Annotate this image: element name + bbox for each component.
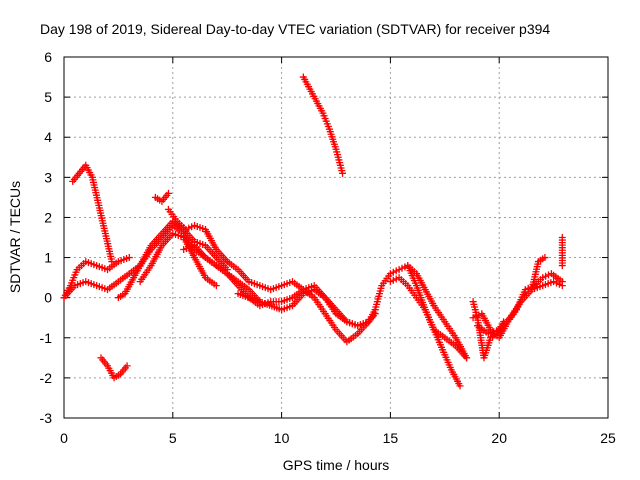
grid-lines [64,57,608,418]
series-arc-19 [528,254,549,294]
y-tick-label: -3 [40,410,53,426]
y-tick-label: 2 [44,209,52,225]
axis-ticks: 0 5 10 15 20 25 -3 -2 -1 0 1 2 3 4 5 6 [40,49,616,446]
chart-title: Day 198 of 2019, Sidereal Day-to-day VTE… [40,21,550,37]
x-tick-label: 5 [169,430,177,446]
x-tick-label: 25 [600,430,616,446]
x-tick-label: 15 [383,430,399,446]
data-point-marker [212,282,220,290]
series-arc-4 [97,354,131,382]
series-arc-8 [164,205,231,266]
y-tick-label: 0 [44,290,52,306]
series-arc-12 [299,73,347,177]
y-tick-label: -1 [40,330,53,346]
y-tick-label: 5 [44,89,52,105]
series-arc-20 [558,234,566,270]
series-arc-15 [404,262,471,362]
x-tick-label: 0 [60,430,68,446]
data-point-marker [463,354,471,362]
x-tick-label: 20 [491,430,507,446]
data-point-marker [164,189,172,197]
data-point-marker [108,258,116,266]
data-point-marker [456,382,464,390]
y-tick-label: 6 [44,49,52,65]
plot-area [63,56,609,419]
y-tick-label: -2 [40,370,53,386]
series-arc-18 [473,278,566,338]
data-points [60,73,566,390]
data-point-marker [339,169,347,177]
data-point-marker [541,254,549,262]
x-tick-label: 10 [274,430,290,446]
series-arc-7 [151,189,172,205]
y-tick-label: 4 [44,129,52,145]
y-axis-label: SDTVAR / TECUs [7,181,23,293]
data-point-marker [123,362,131,370]
y-tick-label: 3 [44,169,52,185]
series-arc-11 [234,286,379,330]
series-arc-3 [69,161,116,266]
series-arc-16 [469,298,508,362]
data-point-marker [558,282,566,290]
data-point-marker [558,234,566,241]
x-axis-label: GPS time / hours [283,457,390,473]
series-arc-10 [223,258,373,346]
y-tick-label: 1 [44,250,52,266]
data-point-marker [125,254,133,262]
